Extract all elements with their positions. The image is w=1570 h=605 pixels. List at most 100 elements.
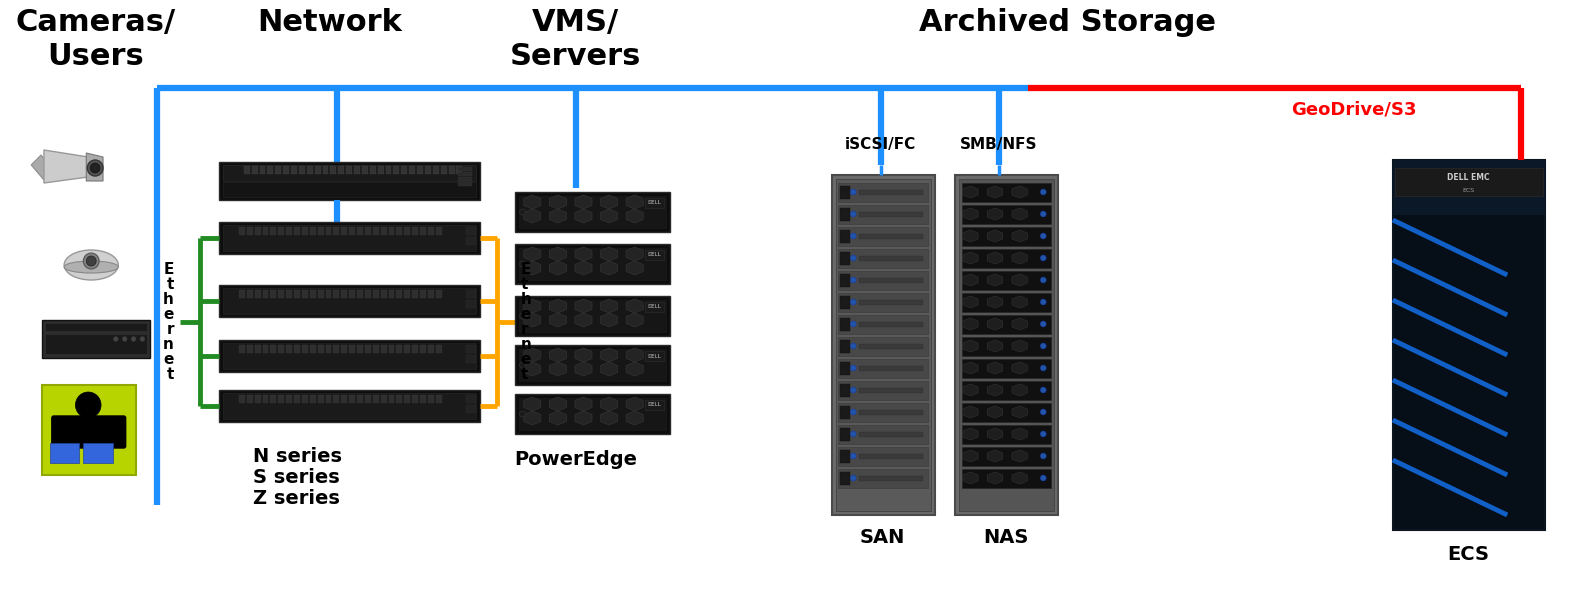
Bar (301, 345, 308, 353)
Polygon shape (626, 348, 644, 362)
Bar (380, 395, 386, 403)
Bar (290, 166, 297, 174)
Bar (961, 293, 1052, 312)
Bar (410, 166, 414, 174)
Bar (838, 337, 928, 356)
Polygon shape (575, 348, 592, 362)
Bar (645, 250, 664, 260)
Text: Cameras/
Users: Cameras/ Users (16, 8, 176, 71)
Polygon shape (988, 186, 1003, 198)
Bar (278, 345, 284, 353)
Polygon shape (962, 208, 978, 220)
Bar (254, 395, 261, 403)
Circle shape (1041, 475, 1046, 481)
Text: ECS: ECS (1463, 188, 1474, 192)
Bar (433, 166, 438, 174)
Text: SAN: SAN (860, 528, 906, 547)
Bar (518, 248, 666, 280)
Bar (840, 230, 851, 243)
Text: DELL: DELL (647, 353, 661, 359)
Bar (309, 290, 316, 298)
Bar (961, 271, 1052, 290)
Text: ECS: ECS (1448, 545, 1490, 564)
Bar (421, 290, 425, 298)
Text: GeoDrive/S3: GeoDrive/S3 (1291, 100, 1416, 118)
Circle shape (1041, 431, 1046, 437)
Bar (449, 166, 454, 174)
Bar (421, 227, 425, 235)
Text: DELL EMC: DELL EMC (1448, 174, 1490, 183)
Bar (380, 345, 386, 353)
Bar (413, 290, 418, 298)
Polygon shape (626, 209, 644, 223)
Bar (436, 395, 441, 403)
Bar (458, 167, 473, 171)
Bar (246, 290, 253, 298)
Bar (388, 227, 394, 235)
Text: DELL: DELL (647, 252, 661, 258)
Circle shape (130, 336, 137, 341)
Polygon shape (988, 252, 1003, 264)
Polygon shape (1013, 208, 1027, 220)
Circle shape (1041, 233, 1046, 239)
Bar (859, 278, 923, 283)
Bar (466, 237, 476, 245)
Bar (645, 351, 664, 361)
Polygon shape (988, 318, 1003, 330)
Bar (317, 227, 323, 235)
Bar (42, 385, 135, 475)
Bar (396, 227, 402, 235)
Bar (386, 166, 391, 174)
Polygon shape (550, 209, 567, 223)
Bar (46, 334, 148, 354)
Bar (457, 166, 463, 174)
Bar (840, 384, 851, 397)
Bar (840, 472, 851, 485)
Bar (859, 366, 923, 371)
Polygon shape (988, 274, 1003, 286)
Bar (262, 290, 268, 298)
Bar (246, 227, 253, 235)
Bar (859, 190, 923, 195)
Polygon shape (601, 195, 617, 209)
Bar (838, 183, 928, 202)
Bar (840, 340, 851, 353)
Bar (1394, 168, 1543, 196)
Polygon shape (524, 397, 540, 411)
Bar (838, 271, 928, 290)
Bar (306, 166, 312, 174)
Polygon shape (524, 348, 540, 362)
Bar (349, 395, 355, 403)
Bar (518, 349, 666, 381)
Bar (275, 166, 281, 174)
Polygon shape (1013, 406, 1027, 418)
Circle shape (851, 365, 856, 371)
Bar (262, 345, 268, 353)
Bar (364, 227, 371, 235)
Bar (961, 227, 1052, 246)
Bar (372, 395, 378, 403)
Bar (458, 182, 473, 186)
Bar (46, 323, 148, 331)
Bar (466, 355, 476, 363)
Circle shape (1041, 387, 1046, 393)
Bar (838, 381, 928, 400)
Bar (466, 290, 476, 298)
Bar (298, 166, 305, 174)
Bar (961, 205, 1052, 224)
Bar (278, 227, 284, 235)
Polygon shape (1013, 186, 1027, 198)
Text: E
t
h
e
r
n
e
t: E t h e r n e t (521, 262, 531, 382)
Bar (838, 359, 928, 378)
Circle shape (851, 321, 856, 327)
Polygon shape (962, 362, 978, 374)
Bar (50, 443, 80, 463)
Bar (840, 318, 851, 331)
Polygon shape (550, 362, 567, 376)
Bar (466, 300, 476, 308)
Bar (246, 395, 253, 403)
Bar (405, 345, 410, 353)
Bar (388, 395, 394, 403)
Bar (341, 290, 347, 298)
Bar (840, 406, 851, 419)
